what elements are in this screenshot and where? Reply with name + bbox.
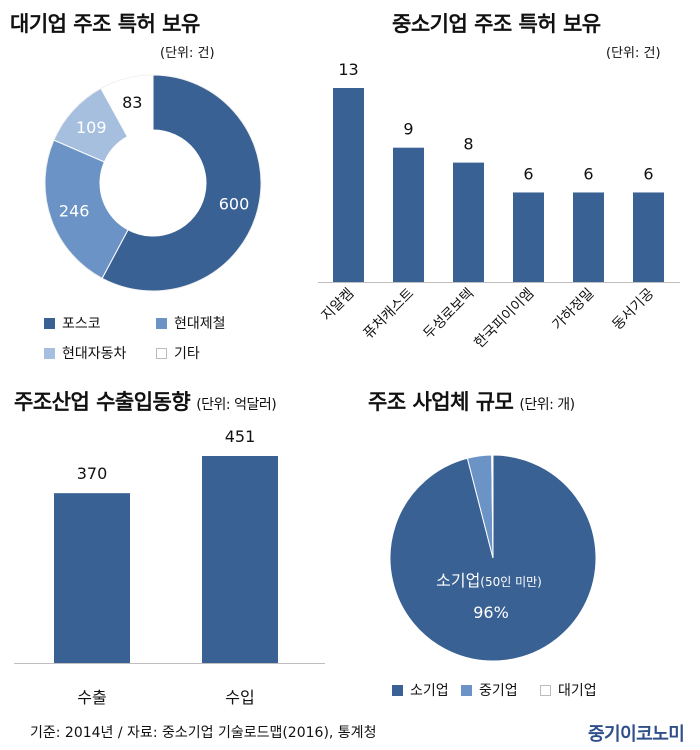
- legend-label: 중기업: [479, 683, 518, 699]
- large-company-unit-label: (단위: 건): [160, 46, 215, 61]
- sme-data-label: 13: [338, 60, 358, 79]
- pie-slice-3: [491, 454, 494, 559]
- legend-swatch: [156, 317, 167, 329]
- sme-category-label: 한국피이이엠: [471, 286, 537, 352]
- scale-chart-title: 주조 사업체 규모 (단위: 개): [368, 390, 575, 414]
- source-footnote: 기준: 2014년 / 자료: 중소기업 기술로드맵(2016), 통계청: [30, 725, 377, 741]
- donut-outline: [44, 74, 262, 292]
- legend-item: 중기업: [461, 680, 518, 700]
- legend-swatch: [540, 684, 551, 696]
- legend-swatch: [392, 684, 403, 696]
- sme-data-label: 8: [463, 135, 473, 154]
- sme-chart-title: 중소기업 주조 특허 보유: [392, 12, 601, 36]
- donut-data-label: 109: [76, 118, 107, 137]
- legend-item: 대기업: [540, 680, 597, 700]
- legend-label: 포스코: [62, 316, 101, 332]
- legend-item: 포스코: [44, 313, 101, 333]
- sme-category-label: 동서기공: [610, 285, 658, 333]
- legend-item: 현대자동차: [44, 343, 126, 363]
- sme-data-label: 9: [403, 120, 413, 139]
- trade-chart-title: 주조산업 수출입동향 (단위: 억달러): [14, 390, 277, 414]
- trade-category-label: 수입: [225, 688, 254, 707]
- pie-center-value: 96%: [473, 603, 509, 622]
- legend-swatch: [156, 347, 167, 359]
- legend-swatch: [461, 684, 472, 696]
- legend-label: 현대자동차: [62, 346, 127, 362]
- legend-label: 현대제철: [174, 316, 226, 332]
- legend-item: 기타: [156, 343, 200, 363]
- donut-data-label: 83: [122, 93, 142, 112]
- scale-unit-label: (단위: 개): [519, 397, 575, 413]
- sme-bar-2: [393, 147, 424, 282]
- sme-bar-1: [333, 88, 364, 282]
- trade-bar-2: [202, 456, 278, 663]
- legend-label: 대기업: [558, 683, 597, 699]
- sme-bar-5: [573, 192, 604, 282]
- legend-label: 기타: [174, 346, 200, 362]
- sme-category-label: 지알켐: [319, 286, 358, 325]
- donut-data-label: 246: [59, 202, 90, 221]
- trade-data-label: 451: [225, 427, 256, 446]
- sme-unit-label: (단위: 건): [606, 46, 661, 61]
- pie-center-label: 소기업(50인 미만): [436, 571, 542, 590]
- sme-category-label: 가하정밀: [550, 286, 598, 334]
- sme-category-label: 퓨처캐스트: [360, 285, 417, 342]
- trade-bar-1: [54, 493, 130, 663]
- legend-item: 소기업: [392, 680, 449, 700]
- donut-data-label: 600: [219, 194, 250, 213]
- legend-item: 현대제철: [156, 313, 226, 333]
- sme-bar-4: [513, 192, 544, 282]
- sme-bar-3: [453, 162, 484, 282]
- sme-bar-6: [633, 192, 664, 282]
- legend-label: 소기업: [410, 683, 449, 699]
- sme-data-label: 6: [643, 164, 653, 183]
- trade-category-label: 수출: [77, 688, 106, 707]
- sme-category-label: 두성로보텍: [420, 286, 477, 343]
- legend-swatch: [44, 317, 55, 329]
- pie-slice-1: [389, 454, 597, 662]
- large-company-chart-title: 대기업 주조 특허 보유: [10, 12, 200, 36]
- publisher-logo: 중기이코노미: [588, 724, 685, 745]
- sme-data-label: 6: [583, 164, 593, 183]
- trade-data-label: 370: [77, 464, 108, 483]
- sme-data-label: 6: [523, 164, 533, 183]
- legend-swatch: [44, 347, 55, 359]
- trade-unit-label: (단위: 억달러): [196, 397, 277, 413]
